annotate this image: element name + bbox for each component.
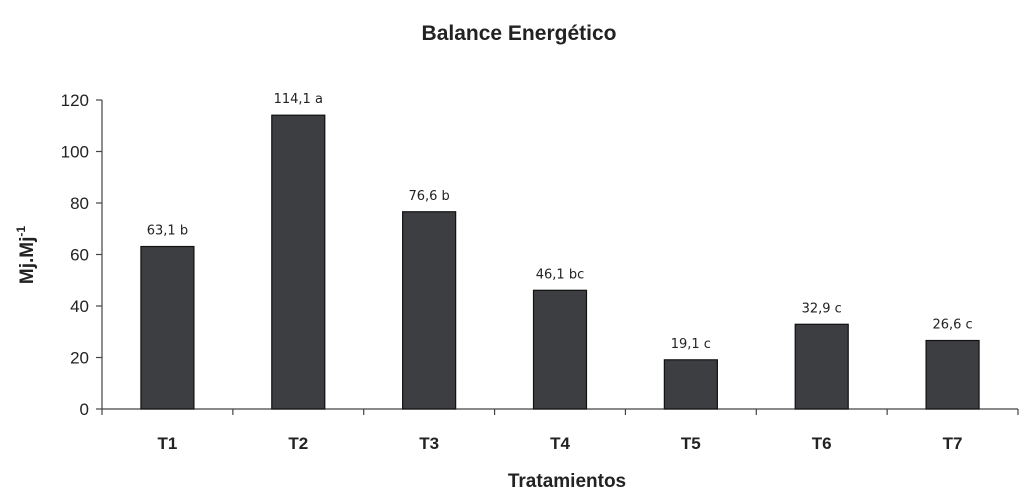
data-label-t4: 46,1 bc [536,267,584,282]
y-axis-title: Mj.Mj-1 [14,226,38,284]
x-tick-label-t1: T1 [158,434,178,453]
bar-t3 [402,211,457,410]
bar-t4 [532,289,588,410]
x-tick-label-t6: T6 [812,434,832,453]
y-tick-label: 120 [61,91,89,110]
chart-title: Balance Energético [422,22,617,45]
bar-t5 [663,359,718,410]
y-axis-title-text: Mj.Mj [17,237,38,285]
data-label-t2: 114,1 a [274,92,323,107]
y-tick-label: 20 [70,349,89,368]
y-tick-label: 80 [70,194,89,213]
x-axis-title: Tratamientos [508,471,626,492]
bar-t1 [140,245,195,410]
x-tick-label-t2: T2 [288,434,308,453]
x-tick-label-t3: T3 [419,434,439,453]
y-axis-title-superscript: -1 [14,226,28,237]
y-tick-label: 40 [70,297,89,316]
y-tick-label: 60 [70,246,89,265]
data-label-t6: 32,9 c [802,301,842,316]
bar-t6 [794,323,849,410]
x-tick-label-t5: T5 [681,434,701,453]
data-label-t1: 63,1 b [147,224,188,239]
x-tick-label-t7: T7 [943,434,963,453]
y-tick-label: 0 [80,400,89,419]
bar-t2 [271,114,326,410]
data-label-t3: 76,6 b [408,189,449,204]
plot-area: 0 20 40 60 80 100 120 63,1 b T1 114,1 a T2 76,6 b T3… [61,91,1019,453]
data-label-t7: 26,6 c [932,318,972,333]
y-tick-label: 100 [61,143,89,162]
x-tick-label-t4: T4 [550,434,570,453]
bar-t7 [925,339,980,410]
data-label-t5: 19,1 c [671,337,711,352]
